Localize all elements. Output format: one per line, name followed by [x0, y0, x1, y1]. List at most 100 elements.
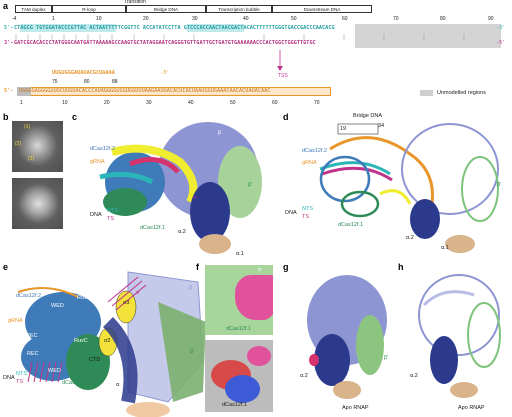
tick-label: 80 — [440, 16, 446, 22]
nts-label: 5'- — [4, 25, 14, 31]
region-label: TAM duplex — [21, 7, 46, 12]
label-nts-e: NTS — [16, 371, 27, 377]
tss-arrow-icon — [277, 50, 283, 71]
label-dcas12f1-e: dCas12f.1 — [62, 380, 88, 386]
label-beta-e: β — [189, 285, 193, 291]
rna-tick: 88 — [112, 79, 118, 85]
rna-tick: 80 — [84, 79, 90, 85]
label-bridge-dna: Bridge DNA — [353, 113, 383, 119]
region-downstream-dna: Downstream DNA — [272, 5, 372, 13]
panel-f-surface-bottom — [205, 340, 273, 412]
panel-e-letter: e — [3, 262, 9, 272]
panel-h-letter: h — [398, 262, 404, 272]
nts-highlight — [20, 24, 116, 32]
em-class-average-1 — [12, 121, 63, 172]
grna-tick: 50 — [230, 100, 236, 106]
rna-end: -3' — [160, 70, 170, 76]
label-wed-e: WED — [51, 303, 64, 309]
label-grna-e: gRNA — [8, 318, 23, 324]
grna-tick: 40 — [188, 100, 194, 106]
label-beta-prime-e: β' — [190, 349, 195, 355]
label-dcas12f1-d: dCas12f.1 — [338, 222, 364, 228]
tick-label: 70 — [393, 16, 399, 22]
label-apo-rnap-h: Apo RNAP — [458, 405, 485, 411]
label-alpha2-h: α.2 — [410, 373, 418, 379]
label-dna-d: DNA — [285, 210, 297, 216]
label-dcas12f2: dCas12f.2 — [90, 146, 116, 152]
label-grna-d: gRNA — [302, 160, 317, 166]
tick-label: 50 — [291, 16, 297, 22]
label-beta: β — [218, 130, 222, 136]
label-wed2-e: WED — [48, 368, 61, 374]
panel-g-letter: g — [283, 262, 289, 272]
label-beta-prime-d: β' — [497, 182, 502, 188]
grna-unmodelled — [17, 87, 31, 96]
rna-sequence: UUGUGGGAUAUACGCUAAAA — [52, 70, 115, 76]
panel-d-cartoon-model — [319, 123, 499, 253]
label-dcas12f1-f2: dCas12f.1 — [222, 402, 248, 408]
label-ruvc2-e: RuvC — [74, 338, 88, 344]
ts-label: 3'- — [4, 40, 14, 46]
tick-label: 30 — [192, 16, 198, 22]
label-dna: DNA — [90, 212, 102, 218]
label-beta-prime-g: β' — [384, 355, 389, 361]
label-dcas12f1: dCas12f.1 — [140, 225, 166, 231]
nts-highlight — [187, 24, 244, 32]
label-dna-e: DNA — [3, 375, 15, 381]
label-alpha1-d: α.1 — [441, 245, 449, 251]
ts-sequence: GATCGCACACCCTATGGGCAATGATTAAAAAGCCAAGTGC… — [14, 40, 316, 46]
grna-start: 5'- — [4, 88, 14, 94]
label-alpha2-g: α.2 — [300, 373, 308, 379]
label-dcas12f2-e: dCas12f.2 — [16, 293, 42, 299]
region-label: Transcription bubble — [218, 7, 260, 12]
em-class-average-2 — [12, 178, 63, 229]
em-label: (3) — [28, 156, 35, 162]
grna-tick: 1 — [20, 100, 23, 106]
label-alpha1: α.1 — [236, 251, 244, 257]
label-alpha2: α.2 — [178, 229, 186, 235]
label-alpha-e: α — [116, 382, 120, 388]
region-r-loop: R-loop — [52, 5, 126, 13]
label-nts: NTS — [107, 208, 118, 214]
label-ts: TS — [107, 216, 115, 222]
region-bridge-dna: Bridge DNA — [126, 5, 206, 13]
tick-label: 1 — [52, 16, 55, 22]
grna-sequence: UGGGGAGGGGUUGCUUGUACACCCAUAGGGGUGGUGGUUU… — [19, 88, 271, 94]
panel-h-cartoon-model — [418, 274, 501, 398]
grna-tick: 20 — [104, 100, 110, 106]
label-rec2-e: REC — [27, 351, 39, 357]
legend-label: Unmodelled regions — [437, 90, 486, 96]
label-ts-e: TS — [16, 379, 24, 385]
tick-label: 40 — [243, 16, 249, 22]
grna-tick: 70 — [314, 100, 320, 106]
label-dcas12f1-f: dCas12f.1 — [226, 326, 252, 332]
label-sigma-e: σ — [136, 290, 140, 296]
region-label: Bridge DNA — [153, 7, 179, 12]
legend-swatch — [420, 90, 433, 96]
label-ts-d: TS — [302, 214, 310, 220]
tick-label: 90 — [488, 16, 494, 22]
label-ctd-e: CTD — [89, 357, 101, 363]
label-rec-e: REC — [26, 333, 38, 339]
tick-label: 60 — [342, 16, 348, 22]
em-label: (1) — [24, 124, 31, 130]
region-label: R-loop — [82, 7, 96, 12]
label-sigma-f: σ — [258, 267, 262, 273]
label-apo-rnap-g: Apo RNAP — [342, 405, 369, 411]
panel-d-letter: d — [283, 112, 289, 122]
tick-label: 10 — [96, 16, 102, 22]
label-sigma: σ — [193, 195, 197, 201]
tick-label: 20 — [143, 16, 149, 22]
panel-g-cryoem-map — [307, 275, 387, 399]
label-sigma3-e: σ3 — [123, 300, 130, 306]
em-label: (2) — [15, 141, 22, 147]
nts-sequence: CTAGCG TGTGGATACCCGTTAC ACTAATTTTTCGGTTC… — [14, 25, 335, 31]
panel-f-surface-top — [205, 265, 273, 335]
label-alpha2-d: α.2 — [406, 235, 414, 241]
unmodelled-highlight — [355, 24, 501, 48]
region-tam-duplex: TAM duplex — [15, 5, 52, 13]
rna-tick: 75 — [52, 79, 58, 85]
tick-label: -4 — [12, 16, 17, 22]
label-nts-d: NTS — [302, 206, 313, 212]
grna-tick: 30 — [146, 100, 152, 106]
